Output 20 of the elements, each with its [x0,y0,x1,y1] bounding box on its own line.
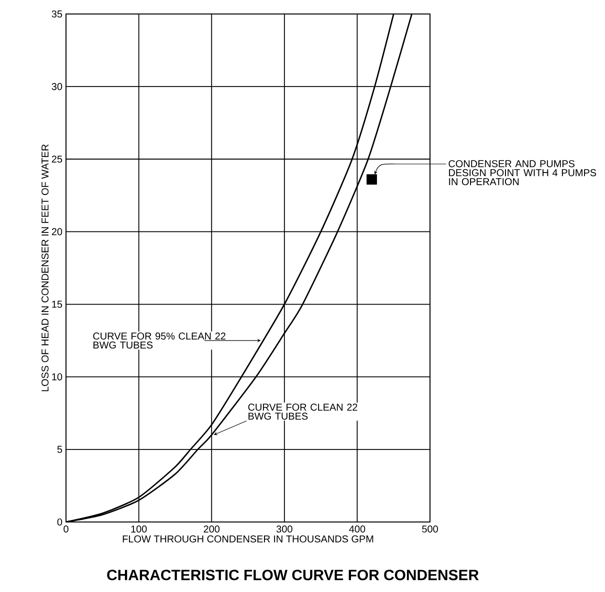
x-tick-label: 200 [204,526,220,533]
y-tick-label: 5 [57,446,62,453]
y-tick-label: 10 [52,373,62,380]
annotation: CONDENSER AND PUMPS DESIGN POINT WITH 4 PUMPS IN OPERATION [448,160,596,186]
x-axis-title: FLOW THROUGH CONDENSER IN THOUSANDS GPM [122,535,374,542]
x-tick-label: 500 [422,526,438,533]
y-axis-title: LOSS OF HEAD IN CONDENSER IN FEET OF WATER [42,144,49,392]
x-tick-label: 400 [349,526,366,533]
x-tick-label: 300 [276,526,292,533]
x-tick-label: 0 [64,526,68,533]
y-tick-label: 20 [52,228,62,236]
text: CHARACTERISTIC FLOW CURVE FOR CONDENSER [107,570,479,580]
x-tick-label: 100 [131,526,147,533]
series-label: CURVE FOR CLEAN 22 BWG TUBES [248,404,358,420]
y-tick-label: 35 [52,10,62,18]
y-tick-label: 30 [52,83,62,90]
y-tick-label: 0 [57,518,62,526]
y-tick-label: 15 [52,300,62,308]
text: CURVE FOR 95% CLEAN 22 BWG TUBES [93,332,226,349]
y-tick-label: 25 [52,156,62,163]
